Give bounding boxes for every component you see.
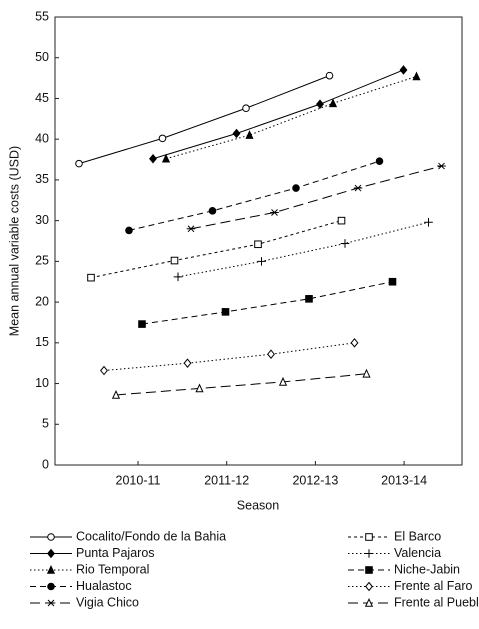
point — [399, 65, 408, 75]
point — [292, 184, 300, 192]
y-axis-label: Mean annual variable costs (USD) — [7, 146, 21, 336]
point — [437, 162, 446, 170]
legend-marker — [365, 581, 373, 592]
series-line — [152, 69, 404, 160]
series-line — [103, 342, 355, 372]
x-tick-label: 2013-14 — [381, 473, 427, 487]
point — [424, 217, 433, 227]
point — [125, 226, 133, 235]
series-line — [90, 220, 342, 279]
legend-marker — [47, 582, 55, 591]
series-line — [115, 373, 367, 396]
legend-label: Niche-Jabin — [394, 562, 460, 576]
series-line — [128, 160, 380, 231]
point — [412, 71, 421, 81]
legend-label: Cocalito/Fondo de la Bahia — [76, 529, 226, 543]
point — [257, 257, 266, 266]
y-tick-label: 45 — [35, 91, 49, 105]
x-axis-label: Season — [237, 498, 279, 512]
series-line — [177, 221, 429, 278]
point — [316, 99, 324, 109]
point — [75, 159, 83, 168]
legend-marker — [47, 533, 55, 541]
point — [242, 104, 250, 113]
legend-label: Frente al Faro — [394, 579, 473, 593]
point — [340, 239, 350, 248]
point — [186, 225, 196, 233]
legend-label: El Barco — [394, 529, 441, 543]
y-tick-label: 5 — [42, 417, 49, 431]
y-tick-label: 35 — [35, 172, 49, 186]
point — [195, 383, 204, 393]
point — [232, 128, 241, 139]
point — [267, 349, 275, 360]
legend-marker — [47, 548, 55, 559]
point — [362, 368, 371, 378]
point — [161, 153, 171, 163]
point — [278, 376, 288, 386]
legend-marker — [365, 566, 373, 574]
y-tick-label: 30 — [35, 213, 49, 227]
y-tick-label: 20 — [35, 294, 49, 308]
y-tick-label: 40 — [35, 131, 49, 145]
point — [158, 134, 167, 143]
point — [138, 320, 146, 328]
series-line — [78, 75, 330, 165]
legend-marker — [46, 565, 56, 574]
point — [208, 207, 217, 215]
point — [170, 256, 179, 265]
legend-label: Rio Temporal — [76, 562, 149, 576]
point — [350, 338, 359, 348]
point — [328, 98, 338, 108]
point — [111, 389, 121, 399]
x-tick-label: 2012-13 — [292, 473, 338, 487]
point — [245, 130, 254, 139]
point — [100, 365, 108, 376]
point — [337, 216, 346, 225]
point — [254, 240, 262, 249]
point — [149, 153, 157, 164]
legend-label: Valencia — [394, 546, 441, 560]
series-line — [190, 165, 442, 230]
point — [305, 295, 313, 303]
legend-label: Frente al Pueblo — [394, 595, 479, 609]
legend-label: Hualastoc — [76, 579, 132, 593]
x-tick-label: 2010-11 — [116, 473, 161, 487]
y-tick-label: 25 — [35, 254, 49, 268]
legend-label: Vigia Chico — [76, 595, 139, 609]
legend-marker — [365, 533, 373, 541]
y-tick-label: 10 — [35, 376, 49, 390]
x-tick-label: 2011-12 — [204, 473, 249, 487]
point — [375, 157, 384, 165]
legend-marker — [364, 598, 374, 607]
point — [173, 272, 183, 282]
point — [270, 209, 279, 216]
plot-frame — [54, 16, 463, 466]
point — [221, 308, 230, 316]
y-tick-label: 55 — [35, 9, 49, 23]
y-tick-label: 15 — [35, 335, 49, 349]
point — [388, 277, 397, 286]
point — [353, 184, 363, 192]
y-tick-label: 50 — [35, 50, 49, 64]
point — [325, 71, 334, 80]
legend-marker — [364, 549, 374, 558]
legend-marker — [46, 599, 56, 607]
series-line — [141, 281, 393, 325]
series-line — [165, 75, 417, 160]
point — [87, 273, 95, 282]
legend-label: Punta Pajaros — [76, 546, 155, 560]
y-tick-label: 0 — [42, 457, 49, 471]
point — [183, 358, 192, 368]
